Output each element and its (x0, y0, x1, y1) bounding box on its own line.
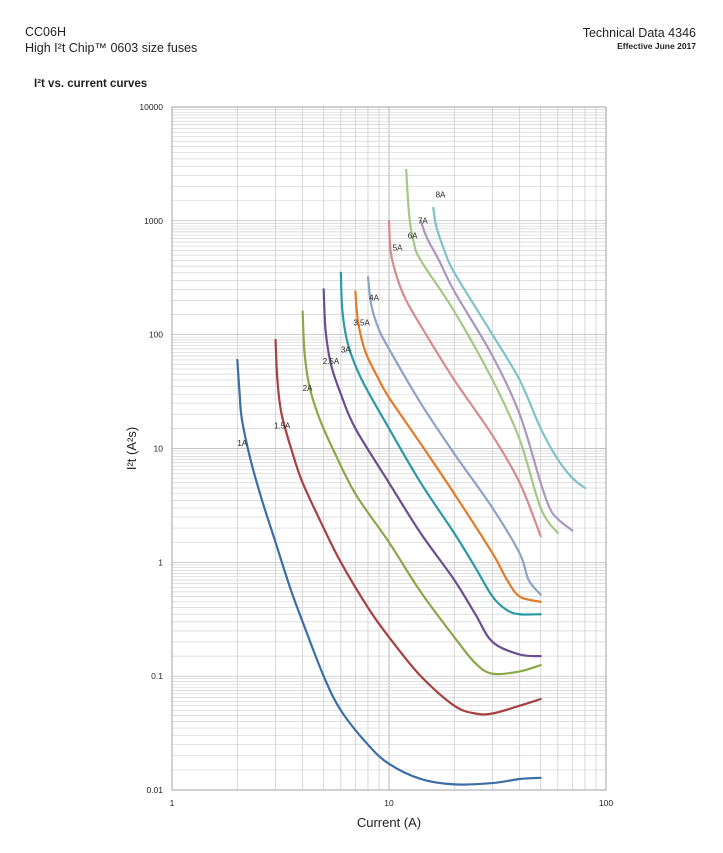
series-label-8A: 8A (436, 191, 446, 200)
series-line-1A (236, 358, 542, 786)
section-title: I²t vs. current curves (34, 78, 148, 90)
series-line-2.5A (322, 288, 542, 658)
series-line-3A (339, 271, 542, 616)
series-line-3.5A (354, 290, 542, 603)
plot-frame (171, 106, 607, 791)
series-label-1A: 1A (237, 439, 247, 448)
series-line-1.5A (274, 338, 542, 716)
y-tick-label: 1000 (144, 216, 163, 226)
y-tick-label: 100 (149, 330, 163, 340)
x-tick-label: 10 (384, 798, 394, 808)
y-tick-label: 0.1 (151, 671, 163, 681)
series-line-2A (301, 310, 542, 676)
series-label-6A: 6A (408, 231, 418, 240)
series-line-4A (366, 276, 542, 596)
header-left: CC06H High I²t Chip™ 0603 size fuses (25, 24, 197, 56)
header-right: Technical Data 4346 Effective June 2017 (583, 26, 696, 51)
series-label-4A: 4A (369, 293, 379, 302)
y-axis-title: I²t (A²s) (124, 427, 139, 470)
x-tick-label: 1 (170, 798, 175, 808)
doc-title: Technical Data 4346 (582, 26, 696, 40)
y-tick-label: 0.01 (146, 785, 163, 795)
y-tick-label: 10000 (139, 102, 163, 112)
series-label-3A: 3A (341, 345, 351, 354)
series-line-7A (419, 219, 574, 532)
product-name: High I²t Chip™ 0603 size fuses (25, 41, 198, 55)
series-line-5A (387, 219, 542, 538)
series-label-2.5A: 2.5A (323, 357, 340, 366)
x-tick-label: 100 (599, 798, 613, 808)
series-line-8A (432, 206, 587, 490)
series-label-3.5A: 3.5A (353, 319, 370, 328)
series-label-1.5A: 1.5A (274, 421, 291, 430)
series-label-5A: 5A (393, 243, 403, 252)
series-label-2A: 2A (303, 384, 313, 393)
y-tick-label: 10 (154, 444, 164, 454)
y-tick-label: 1 (158, 557, 163, 567)
series-line-6A (405, 168, 559, 535)
effective-date: Effective June 2017 (617, 41, 696, 51)
series-label-7A: 7A (418, 216, 428, 225)
product-code: CC06H (25, 25, 66, 39)
x-axis-title: Current (A) (357, 815, 421, 830)
